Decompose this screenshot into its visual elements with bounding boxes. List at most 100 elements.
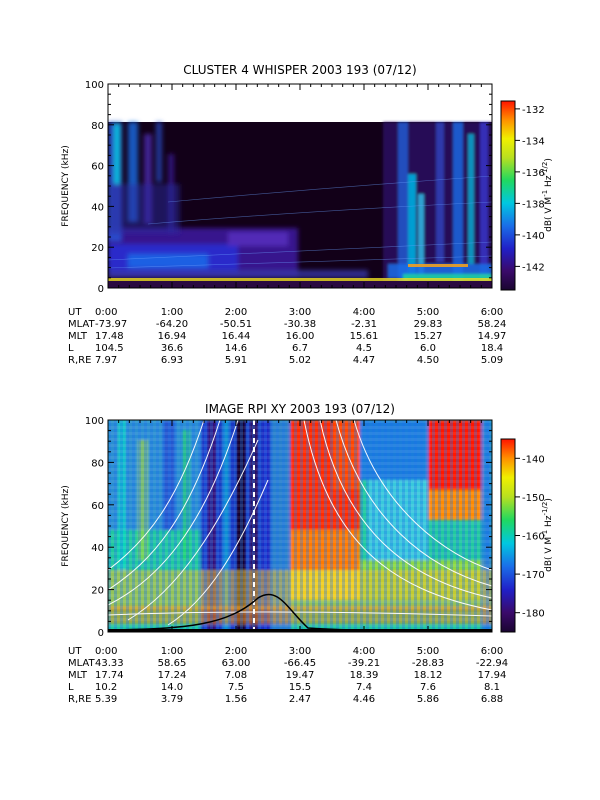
ephemeris-value: 6:00 xyxy=(481,307,503,318)
ephemeris-value: 0:00 xyxy=(95,307,117,318)
ephemeris-value: -66.45 xyxy=(284,658,316,669)
spectrogram-image xyxy=(108,420,492,632)
ephemeris-value: 5.91 xyxy=(225,355,247,366)
ephemeris-row-label: MLT xyxy=(68,670,88,681)
ephemeris-value: 6.88 xyxy=(481,694,503,705)
ephemeris-value: 7.5 xyxy=(228,682,244,693)
y-tick-label: 0 xyxy=(98,628,104,639)
ephemeris-table: UT 0:00 1:00 2:00 3:00 4:00 5:00 6:00 MLAT -73.97… xyxy=(68,307,506,366)
ephemeris-value: 7.97 xyxy=(95,355,117,366)
ephemeris-value: 10.2 xyxy=(95,682,117,693)
ephemeris-value: 4:00 xyxy=(353,646,375,657)
ephemeris-value: 3.79 xyxy=(161,694,183,705)
y-axis: 0 20 40 60 80 100 xyxy=(85,416,492,639)
ephemeris-value: 3:00 xyxy=(289,307,311,318)
colorbar-tick-label: -136 xyxy=(522,168,545,179)
ephemeris-value: 2:00 xyxy=(225,307,247,318)
ephemeris-value: 58.24 xyxy=(478,319,507,330)
ephemeris-row-label: L xyxy=(68,682,74,693)
colorbar-label: dB( V M-1 Hz-1/2) xyxy=(541,498,554,572)
colorbar-tick-label: -170 xyxy=(522,570,545,581)
spectrogram-plot: 0 20 40 60 80 100 xyxy=(85,80,493,295)
y-tick-label: 80 xyxy=(91,458,104,469)
y-tick-label: 80 xyxy=(91,121,104,132)
ephemeris-table: UT 0:00 1:00 2:00 3:00 4:00 5:00 6:00 MLAT 43.33 5… xyxy=(68,646,508,705)
ephemeris-value: 3:00 xyxy=(289,646,311,657)
ephemeris-value: 17.48 xyxy=(95,331,124,342)
ephemeris-value: 104.5 xyxy=(95,343,124,354)
ephemeris-value: 4.47 xyxy=(353,355,375,366)
colorbar-ticks: -140 -150 -160 -170 -180 xyxy=(515,454,545,620)
ephemeris-row-label: R,RE xyxy=(68,694,91,705)
ephemeris-row-label: R,RE xyxy=(68,355,91,366)
ephemeris-value: 58.65 xyxy=(158,658,187,669)
y-tick-label: 100 xyxy=(85,416,104,427)
ephemeris-value: 19.47 xyxy=(286,670,315,681)
colorbar-gradient xyxy=(501,439,515,632)
ephemeris-value: 4:00 xyxy=(353,307,375,318)
ephemeris-value: 2:00 xyxy=(225,646,247,657)
y-tick-label: 60 xyxy=(91,162,104,173)
ephemeris-value: 1:00 xyxy=(161,646,183,657)
ephemeris-value: 7.6 xyxy=(420,682,436,693)
y-axis-label: FREQUENCY (kHz) xyxy=(61,145,71,226)
panel-title: CLUSTER 4 WHISPER 2003 193 (07/12) xyxy=(183,63,416,77)
ephemeris-value: 16.44 xyxy=(222,331,251,342)
ephemeris-value: 5.09 xyxy=(481,355,503,366)
colorbar-tick-label: -134 xyxy=(522,136,545,147)
ephemeris-value: -64.20 xyxy=(156,319,188,330)
ephemeris-value: 6.7 xyxy=(292,343,308,354)
colorbar-tick-label: -142 xyxy=(522,262,545,273)
ephemeris-value: 15.61 xyxy=(350,331,379,342)
ephemeris-row-label: UT xyxy=(68,646,82,657)
ephemeris-value: 63.00 xyxy=(222,658,251,669)
spectrogram-plot: 0 20 40 60 80 100 xyxy=(85,416,493,639)
ephemeris-value: 6:00 xyxy=(481,646,503,657)
ephemeris-value: 2.47 xyxy=(289,694,311,705)
ephemeris-value: 7.08 xyxy=(225,670,247,681)
ephemeris-value: 15.5 xyxy=(289,682,311,693)
ephemeris-value: 5.86 xyxy=(417,694,439,705)
y-tick-label: 20 xyxy=(91,243,104,254)
ephemeris-value: 1.56 xyxy=(225,694,247,705)
ephemeris-value: 1:00 xyxy=(161,307,183,318)
colorbar-tick-label: -150 xyxy=(522,493,545,504)
spectrogram-image xyxy=(108,84,492,288)
ephemeris-value: 6.93 xyxy=(161,355,183,366)
ephemeris-value: -39.21 xyxy=(348,658,380,669)
ephemeris-value: -28.83 xyxy=(412,658,444,669)
ephemeris-value: -30.38 xyxy=(284,319,316,330)
ephemeris-value: 5:00 xyxy=(417,646,439,657)
colorbar-tick-label: -140 xyxy=(522,454,545,465)
y-tick-label: 0 xyxy=(98,284,104,295)
ephemeris-value: 5.39 xyxy=(95,694,117,705)
ephemeris-value: 5.02 xyxy=(289,355,311,366)
ephemeris-value: -50.51 xyxy=(220,319,252,330)
ephemeris-value: 17.74 xyxy=(95,670,124,681)
colorbar-tick-label: -180 xyxy=(522,609,545,620)
ephemeris-value: 17.94 xyxy=(478,670,507,681)
y-axis: 0 20 40 60 80 100 xyxy=(85,80,492,295)
colorbar: -132 -134 -136 -138 -140 -142 dB( V M-1 Hz-1/… xyxy=(500,100,554,291)
colorbar-label: dB( V M-1 Hz-1/2) xyxy=(541,158,554,232)
y-tick-label: 40 xyxy=(91,202,104,213)
ephemeris-value: 18.39 xyxy=(350,670,379,681)
ephemeris-value: 36.6 xyxy=(161,343,183,354)
colorbar-gradient xyxy=(501,101,515,290)
ephemeris-row-label: MLAT xyxy=(68,319,95,330)
panel-cluster: CLUSTER 4 WHISPER 2003 193 (07/12) xyxy=(61,63,554,366)
ephemeris-value: 7.4 xyxy=(356,682,372,693)
colorbar-ticks: -132 -134 -136 -138 -140 -142 xyxy=(515,105,545,273)
x-axis xyxy=(107,420,493,632)
ephemeris-value: 18.4 xyxy=(481,343,503,354)
ephemeris-value: 17.24 xyxy=(158,670,187,681)
ephemeris-value: 14.0 xyxy=(161,682,183,693)
panel-image: IMAGE RPI XY 2003 193 (07/12) xyxy=(61,402,554,705)
ephemeris-row-label: MLT xyxy=(68,331,88,342)
colorbar: -140 -150 -160 -170 -180 dB( V M-1 Hz-1/2) xyxy=(500,438,554,633)
ephemeris-value: 14.6 xyxy=(225,343,247,354)
ephemeris-value: 15.27 xyxy=(414,331,443,342)
colorbar-tick-label: -138 xyxy=(522,199,545,210)
colorbar-tick-label: -160 xyxy=(522,532,545,543)
